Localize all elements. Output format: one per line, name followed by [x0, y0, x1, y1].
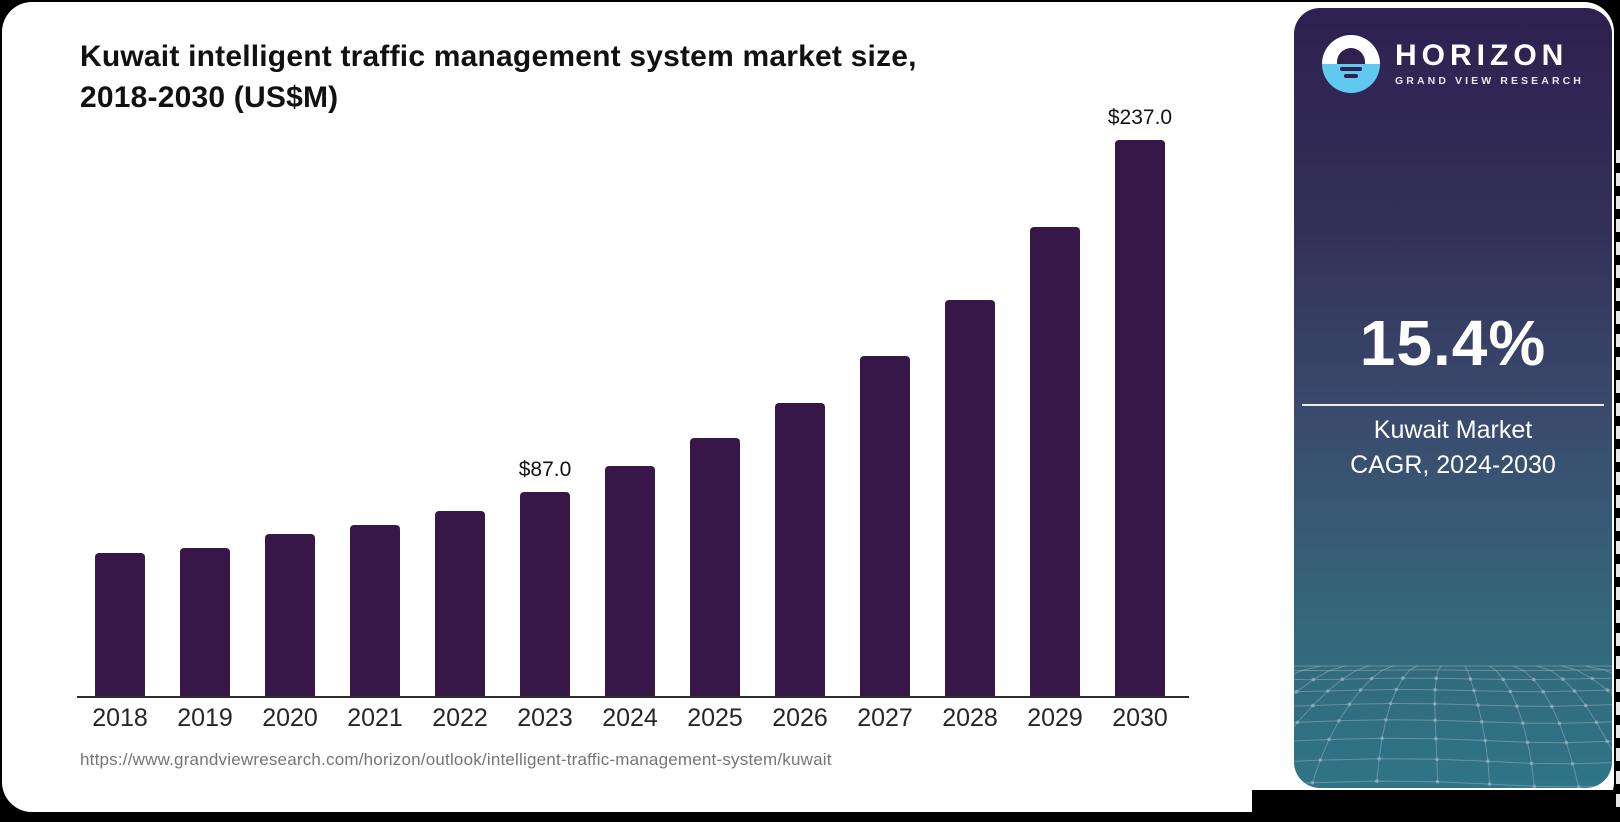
- bar-2029: [1030, 227, 1080, 696]
- bar-2026: [775, 403, 825, 696]
- x-axis-label-2024: 2024: [602, 704, 658, 732]
- x-axis-label-2022: 2022: [432, 704, 488, 732]
- bar-2025: [690, 438, 740, 696]
- brand-text: HORIZON GRAND VIEW RESEARCH: [1395, 39, 1584, 88]
- bar-2028: [945, 300, 995, 696]
- stat-divider: [1302, 404, 1604, 406]
- brand-name: HORIZON: [1395, 39, 1569, 72]
- x-axis-label-2025: 2025: [687, 704, 743, 732]
- x-axis-labels: 2018 2019 2020 2021 2022 2023 2024 2025 2026 2027…: [77, 704, 1189, 736]
- x-axis-label-2028: 2028: [942, 704, 998, 732]
- bar-2022: [435, 511, 485, 696]
- x-axis-label-2026: 2026: [772, 704, 828, 732]
- bar-value-label-2023: $87.0: [518, 458, 572, 481]
- cagr-label-line2: CAGR, 2024-2030: [1350, 451, 1556, 479]
- x-axis-label-2019: 2019: [177, 704, 233, 732]
- logo-sun-icon: [1337, 48, 1365, 64]
- chart-title: Kuwait intelligent traffic management sy…: [80, 36, 917, 118]
- mesh-pattern: [1294, 665, 1612, 788]
- bar-2019: [180, 548, 230, 696]
- bar-plot: $87.0 $237.0: [77, 106, 1189, 698]
- brand-tagline: GRAND VIEW RESEARCH: [1395, 75, 1584, 87]
- cagr-label-line1: Kuwait Market: [1373, 416, 1533, 444]
- chart-title-line1: Kuwait intelligent traffic management sy…: [80, 40, 917, 73]
- bar-2021: [350, 525, 400, 696]
- brand-block: HORIZON GRAND VIEW RESEARCH: [1294, 35, 1612, 93]
- chart-title-line2: 2018-2030 (US$M): [80, 81, 339, 114]
- x-axis-label-2030: 2030: [1112, 704, 1168, 732]
- bar-2023: [520, 492, 570, 696]
- bar-2024: [605, 466, 655, 696]
- x-axis-label-2023: 2023: [517, 704, 573, 732]
- x-axis-label-2021: 2021: [347, 704, 403, 732]
- bar-2020: [265, 534, 315, 696]
- source-url: https://www.grandviewresearch.com/horizo…: [80, 750, 832, 769]
- cagr-value: 15.4%: [1359, 307, 1547, 379]
- x-axis-label-2020: 2020: [262, 704, 318, 732]
- bar-2030: [1115, 140, 1165, 696]
- bar-2027: [860, 356, 910, 696]
- bar-value-label-2030: $237.0: [1107, 106, 1173, 129]
- bar-2018: [95, 553, 145, 696]
- bottom-edge-strip: [1252, 790, 1620, 822]
- right-edge-dashes: [1616, 150, 1620, 812]
- sidebar-panel: HORIZON GRAND VIEW RESEARCH 15.4% Kuwait…: [1294, 8, 1612, 788]
- x-axis-label-2029: 2029: [1027, 704, 1083, 732]
- horizon-logo-icon: [1322, 35, 1380, 93]
- x-axis-label-2018: 2018: [92, 704, 148, 732]
- x-axis-label-2027: 2027: [857, 704, 913, 732]
